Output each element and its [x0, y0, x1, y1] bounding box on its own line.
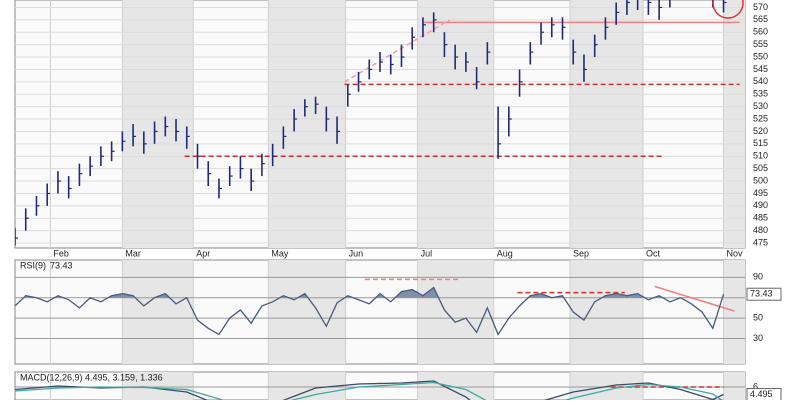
panel-title: MACD(12,26,9) 4.495, 3.159, 1.336: [20, 372, 163, 382]
month-shade: [417, 0, 494, 248]
month-shade: [570, 260, 644, 364]
month-shade: [417, 260, 494, 364]
y-tick-label: 480: [753, 225, 768, 235]
x-tick-label: Mar: [125, 248, 141, 258]
y-tick-label: 565: [753, 14, 768, 24]
y-tick-label: 560: [753, 27, 768, 37]
annotation-line: [344, 19, 451, 83]
month-shade: [268, 260, 346, 364]
y-tick-label: 495: [753, 188, 768, 198]
month-shade: [122, 260, 194, 364]
y-tick-label: 505: [753, 163, 768, 173]
month-shade: [122, 0, 194, 248]
y-tick-label: 520: [753, 126, 768, 136]
y-tick-label: 515: [753, 138, 768, 148]
y-tick-label: 570: [753, 2, 768, 12]
month-shade: [268, 0, 346, 248]
y-tick-label: 535: [753, 89, 768, 99]
rsi-line: [15, 286, 725, 336]
x-tick-label: Apr: [196, 248, 210, 258]
background: [14, 0, 746, 401]
macd-panel: [15, 380, 724, 400]
rsi-panel: [15, 278, 735, 336]
y-tick-label: 6: [753, 381, 758, 391]
annotation-line: [654, 285, 735, 312]
y-tick-label: 530: [753, 101, 768, 111]
x-tick-label: Jun: [349, 248, 364, 258]
y-tick-label: 30: [753, 333, 763, 343]
y-tick-label: 50: [753, 312, 763, 322]
y-tick-label: 490: [753, 200, 768, 210]
y-tick-label: 475: [753, 237, 768, 247]
x-tick-label: Aug: [497, 248, 513, 258]
y-tick-label: 540: [753, 76, 768, 86]
y-tick-label: 525: [753, 113, 768, 123]
value-box-label: 4.495: [750, 389, 773, 399]
axes: 475 480 485 490 495 500 505 510 515 520 525 530 535 5…: [20, 2, 782, 402]
month-shade: [122, 372, 194, 400]
y-tick-label: 485: [753, 213, 768, 223]
y-tick-label: 550: [753, 51, 768, 61]
x-tick-label: Oct: [646, 248, 661, 258]
month-shade: [723, 372, 745, 400]
y-tick-label: 500: [753, 175, 768, 185]
panel-title: RSI(9): [20, 260, 46, 270]
month-shade: [723, 0, 745, 248]
value-box-label: 73.43: [750, 289, 773, 299]
x-tick-label: Feb: [53, 248, 69, 258]
x-tick-label: Jul: [421, 248, 433, 258]
month-shade: [417, 372, 494, 400]
y-tick-label: 90: [753, 272, 763, 282]
x-tick-label: May: [271, 248, 289, 258]
macd-line: [15, 381, 723, 400]
value-box: [746, 287, 782, 301]
y-tick-label: 555: [753, 39, 768, 49]
y-tick-label: 545: [753, 64, 768, 74]
rsi-value: 73.43: [50, 260, 73, 270]
month-shade: [723, 260, 745, 364]
x-tick-label: Nov: [727, 248, 744, 258]
y-tick-label: 510: [753, 151, 768, 161]
price-panel: [15, 0, 740, 246]
month-shade: [570, 0, 644, 248]
x-tick-label: Sep: [573, 248, 589, 258]
highlight-circle: [712, 0, 744, 19]
